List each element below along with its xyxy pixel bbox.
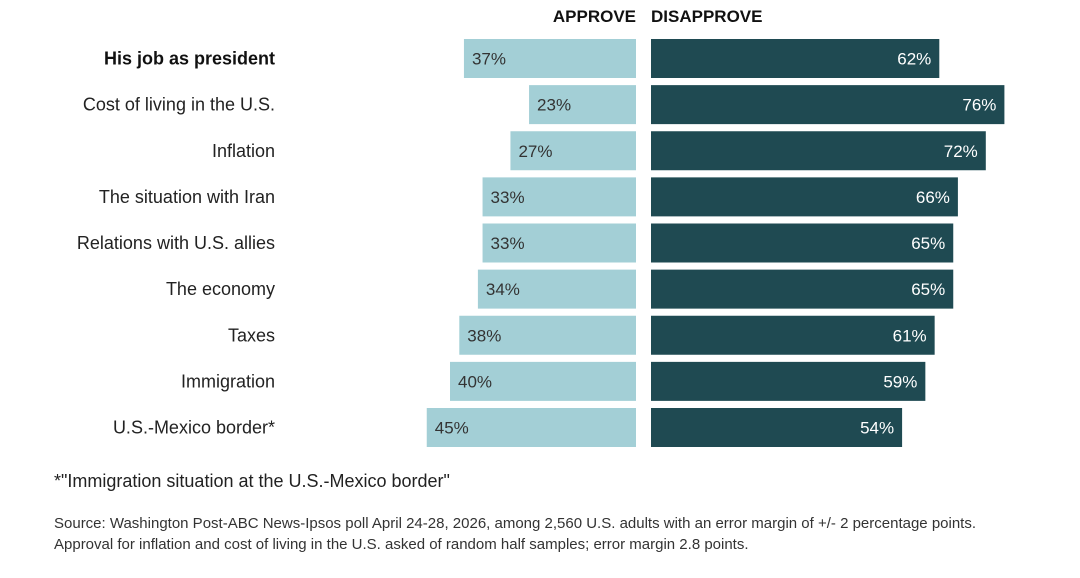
disapprove-value-label: 54% (860, 419, 894, 438)
disapprove-value-label: 59% (883, 372, 917, 391)
approval-chart: APPROVE DISAPPROVE His job as president 37… (77, 7, 1005, 447)
disapprove-bar (651, 131, 986, 171)
disapprove-bar (651, 361, 926, 401)
category-label: Relations with U.S. allies (77, 233, 275, 253)
disapprove-bar (651, 315, 935, 355)
category-label: U.S.-Mexico border* (113, 418, 275, 438)
disapprove-value-label: 65% (911, 234, 945, 253)
header-disapprove: DISAPPROVE (651, 7, 762, 26)
disapprove-value-label: 76% (962, 96, 996, 115)
header-approve: APPROVE (553, 7, 636, 26)
approve-bar (463, 39, 636, 78)
category-label: Taxes (228, 325, 275, 345)
approve-value-label: 37% (472, 50, 506, 69)
chart-row: The economy 34% 65% (166, 269, 954, 309)
category-label: Inflation (212, 141, 275, 161)
category-label: His job as president (104, 49, 275, 69)
disapprove-value-label: 62% (897, 50, 931, 69)
category-label: Cost of living in the U.S. (83, 95, 275, 115)
approve-bar (477, 269, 636, 309)
approve-value-label: 27% (518, 142, 552, 161)
category-label: The situation with Iran (99, 187, 275, 207)
approve-bar (510, 131, 636, 171)
chart-row: Inflation 27% 72% (212, 131, 986, 171)
chart-row: Immigration 40% 59% (181, 361, 926, 401)
chart-row: U.S.-Mexico border* 45% 54% (113, 408, 903, 447)
approve-bar (482, 177, 636, 217)
approve-value-label: 23% (537, 96, 571, 115)
approve-bar (450, 361, 636, 401)
disapprove-value-label: 65% (911, 280, 945, 299)
disapprove-bar (651, 177, 958, 217)
approve-value-label: 38% (467, 326, 501, 345)
footnote: *"Immigration situation at the U.S.-Mexi… (54, 471, 450, 491)
approve-value-label: 33% (491, 234, 525, 253)
disapprove-bar (651, 269, 954, 309)
disapprove-bar (651, 408, 903, 447)
approve-value-label: 40% (458, 372, 492, 391)
chart-row: Relations with U.S. allies 33% 65% (77, 223, 954, 263)
approve-bar (426, 408, 636, 447)
disapprove-bar (651, 223, 954, 263)
approve-value-label: 33% (491, 188, 525, 207)
chart-row: Cost of living in the U.S. 23% 76% (83, 85, 1005, 125)
disapprove-value-label: 72% (944, 142, 978, 161)
chart-row: Taxes 38% 61% (228, 315, 935, 355)
disapprove-value-label: 61% (893, 326, 927, 345)
chart-row: His job as president 37% 62% (104, 39, 940, 78)
approve-value-label: 45% (435, 419, 469, 438)
category-label: The economy (166, 279, 275, 299)
approve-value-label: 34% (486, 280, 520, 299)
category-label: Immigration (181, 371, 275, 391)
disapprove-bar (651, 39, 940, 78)
source-note: Source: Washington Post-ABC News-Ipsos p… (54, 515, 977, 553)
disapprove-bar (651, 85, 1005, 125)
approve-bar (459, 315, 636, 355)
approve-bar (482, 223, 636, 263)
approve-bar (529, 85, 636, 125)
chart-row: The situation with Iran 33% 66% (99, 177, 958, 217)
disapprove-value-label: 66% (916, 188, 950, 207)
